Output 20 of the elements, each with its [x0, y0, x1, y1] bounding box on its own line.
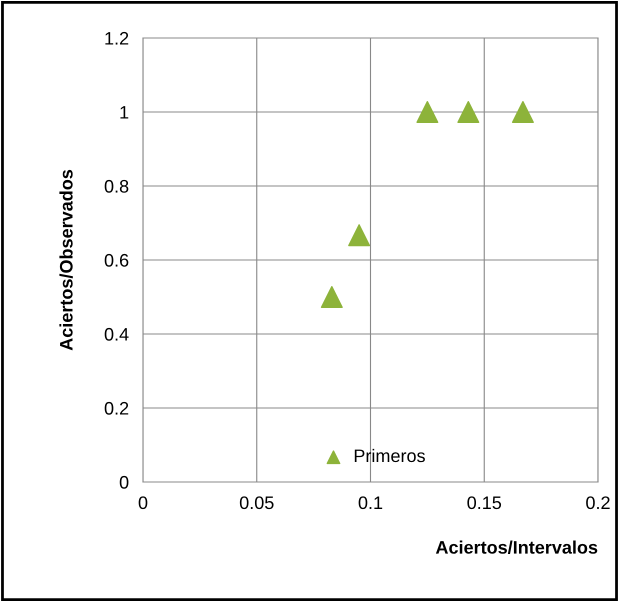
- point: [457, 101, 480, 123]
- y-tick-label: 0.2: [104, 402, 128, 415]
- x-tick-label: 0.2: [586, 496, 610, 510]
- point: [416, 101, 438, 123]
- y-tick-label: 0.8: [104, 180, 128, 193]
- y-tick-label: 1.2: [105, 32, 128, 45]
- point: [348, 224, 370, 246]
- x-tick-label: 0.05: [240, 496, 274, 510]
- y-axis-title: Aciertos/Observados: [59, 170, 73, 350]
- legend-label: Primeros: [354, 448, 425, 462]
- point: [320, 286, 343, 308]
- x-tick-label: 0.1: [358, 496, 382, 510]
- y-tick-label: 0.6: [104, 254, 128, 267]
- x-tick-label: 0: [138, 496, 148, 510]
- point: [512, 101, 534, 123]
- y-tick-label: 1: [120, 106, 128, 119]
- y-tick-label: 0: [120, 476, 128, 489]
- x-axis-title: Aciertos/Intervalos: [436, 540, 598, 554]
- y-tick-label: 0.4: [104, 328, 129, 341]
- x-tick-label: 0.15: [467, 496, 502, 510]
